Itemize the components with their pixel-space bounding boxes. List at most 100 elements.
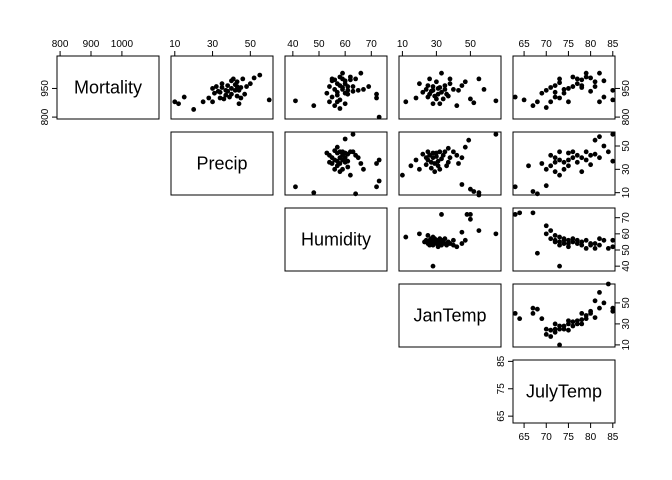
panel-julytemp-vs-mortality <box>512 55 616 120</box>
scatter-point-jantemp-vs-humidity <box>462 237 468 243</box>
scatter-point-julytemp-vs-humidity <box>557 263 562 269</box>
x-tick-label-precip: 50 <box>245 39 257 50</box>
y-tick-label-humidity: 60 <box>621 228 632 240</box>
y-tick-label-julytemp: 85 <box>496 355 507 367</box>
scatter-point-jantemp-vs-precip <box>417 166 422 172</box>
diagonal-panel-precip <box>170 131 274 196</box>
scatter-point-julytemp-vs-precip <box>570 155 576 161</box>
scatter-point-julytemp-vs-precip <box>570 149 576 155</box>
scatter-point-julytemp-vs-precip <box>583 149 589 155</box>
scatter-point-julytemp-vs-jantemp <box>552 321 558 327</box>
scatter-point-julytemp-vs-mortality <box>588 75 594 81</box>
scatter-point-jantemp-vs-precip <box>456 161 461 166</box>
scatter-point-julytemp-vs-mortality <box>574 76 580 82</box>
x-tick-label-jantemp: 30 <box>431 39 443 50</box>
x-tick-label-humidity: 50 <box>313 39 325 50</box>
scatter-point-julytemp-vs-precip <box>566 157 571 163</box>
scatter-point-julytemp-vs-humidity <box>512 212 518 217</box>
scatter-point-precip-vs-mortality <box>229 91 234 97</box>
x-tick-label-precip: 30 <box>207 39 219 50</box>
scatter-point-jantemp-vs-mortality <box>442 83 448 88</box>
scatter-point-precip-vs-mortality <box>247 81 253 87</box>
scatter-point-humidity-vs-mortality <box>334 92 340 98</box>
scatter-point-precip-vs-mortality <box>234 93 240 99</box>
scatter-point-julytemp-vs-jantemp <box>610 308 616 314</box>
scatter-point-humidity-vs-precip <box>361 166 366 172</box>
scatter-point-humidity-vs-mortality <box>332 103 338 109</box>
scatter-point-julytemp-vs-jantemp <box>566 327 571 333</box>
scatter-point-jantemp-vs-mortality <box>427 76 432 82</box>
scatter-point-julytemp-vs-humidity <box>557 242 562 248</box>
scatter-point-julytemp-vs-precip <box>592 137 598 143</box>
scatter-point-julytemp-vs-jantemp <box>561 326 567 332</box>
y-tick-label-precip: 10 <box>621 187 632 199</box>
x-tick-label-julytemp: 65 <box>519 432 531 443</box>
panel-jantemp-vs-mortality <box>398 55 502 120</box>
scatter-point-julytemp-vs-precip <box>561 159 567 165</box>
scatter-point-precip-vs-mortality <box>238 95 244 101</box>
scatter-point-jantemp-vs-mortality <box>447 81 453 87</box>
scatter-point-jantemp-vs-mortality <box>430 87 436 93</box>
scatter-point-humidity-vs-mortality <box>366 84 372 89</box>
scatter-point-jantemp-vs-mortality <box>439 89 444 95</box>
scatter-point-humidity-vs-mortality <box>327 84 332 89</box>
scatter-point-humidity-vs-precip <box>342 136 348 142</box>
scatter-point-jantemp-vs-mortality <box>459 83 465 88</box>
scatter-point-julytemp-vs-humidity <box>610 237 616 243</box>
scatter-point-julytemp-vs-mortality <box>583 70 589 76</box>
scatter-point-julytemp-vs-humidity <box>579 242 585 248</box>
scatter-point-jantemp-vs-mortality <box>447 76 453 82</box>
x-tick-label-julytemp: 85 <box>607 432 619 443</box>
scatter-point-julytemp-vs-mortality <box>574 81 580 87</box>
scatter-point-julytemp-vs-humidity <box>588 242 594 248</box>
scatter-point-precip-vs-mortality <box>229 86 234 91</box>
scatter-point-humidity-vs-mortality <box>358 70 364 76</box>
scatter-point-precip-vs-mortality <box>225 88 231 94</box>
scatter-point-julytemp-vs-mortality <box>610 97 616 103</box>
scatter-point-humidity-vs-precip <box>355 155 361 161</box>
scatter-point-julytemp-vs-mortality <box>561 87 567 92</box>
scatter-point-jantemp-vs-humidity <box>459 241 465 246</box>
scatter-point-julytemp-vs-precip <box>601 143 607 149</box>
scatter-point-julytemp-vs-humidity <box>530 210 536 216</box>
scatter-point-jantemp-vs-mortality <box>434 79 439 85</box>
scatter-point-precip-vs-mortality <box>172 99 178 105</box>
scatter-point-julytemp-vs-mortality <box>597 70 602 76</box>
scatter-point-julytemp-vs-jantemp <box>543 332 549 337</box>
scatter-point-humidity-vs-mortality <box>342 78 348 84</box>
scatter-point-julytemp-vs-precip <box>588 152 594 158</box>
scatter-point-julytemp-vs-precip <box>610 131 616 137</box>
scatter-point-humidity-vs-mortality <box>376 114 382 120</box>
scatter-point-jantemp-vs-precip <box>493 131 499 137</box>
x-tick-label-julytemp: 70 <box>541 432 553 443</box>
x-tick-label-jantemp: 50 <box>465 39 477 50</box>
scatter-point-jantemp-vs-mortality <box>403 99 409 105</box>
scatter-point-humidity-vs-mortality <box>327 99 332 105</box>
scatter-point-precip-vs-mortality <box>206 95 212 101</box>
scatter-point-julytemp-vs-mortality <box>539 90 545 96</box>
scatter-point-julytemp-vs-mortality <box>548 99 554 105</box>
scatter-point-jantemp-vs-mortality <box>471 100 477 106</box>
scatter-point-precip-vs-mortality <box>217 89 223 95</box>
y-tick-label-mortality: 800 <box>621 108 632 125</box>
scatter-point-julytemp-vs-jantemp <box>534 306 540 312</box>
y-tick-label-humidity: 50 <box>621 244 632 256</box>
scatter-point-julytemp-vs-precip <box>557 172 562 178</box>
y-tick-label-jantemp: 50 <box>621 297 632 309</box>
scatter-point-jantemp-vs-mortality <box>437 85 443 90</box>
scatter-point-julytemp-vs-precip <box>579 169 585 175</box>
scatter-point-jantemp-vs-precip <box>451 149 456 155</box>
scatter-point-julytemp-vs-humidity <box>517 210 523 216</box>
scatter-point-julytemp-vs-precip <box>539 161 545 166</box>
x-tick-label-julytemp: 80 <box>585 39 597 50</box>
scatter-point-humidity-vs-mortality <box>345 91 351 97</box>
scatter-point-julytemp-vs-jantemp <box>548 327 554 333</box>
scatter-point-julytemp-vs-humidity <box>570 239 576 245</box>
scatter-point-humidity-vs-precip <box>350 131 356 137</box>
scatter-point-humidity-vs-precip <box>332 166 338 172</box>
scatter-point-jantemp-vs-mortality <box>423 87 429 92</box>
scatter-point-jantemp-vs-precip <box>427 152 432 158</box>
scatter-point-julytemp-vs-precip <box>548 152 554 158</box>
scatter-point-julytemp-vs-jantemp <box>517 316 523 322</box>
scatter-point-jantemp-vs-humidity <box>464 212 470 217</box>
